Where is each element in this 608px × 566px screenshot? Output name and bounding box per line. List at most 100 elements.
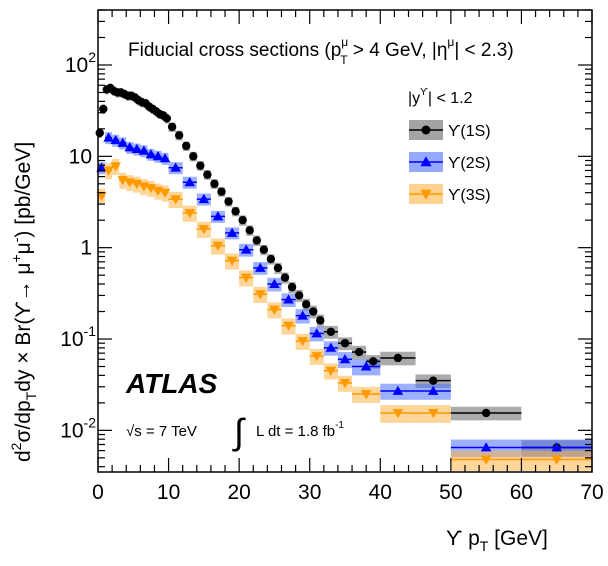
data-point-3s: [339, 379, 351, 389]
data-point-2s: [226, 227, 238, 237]
y-tick-label-base: 10: [69, 145, 92, 168]
data-point-1s: [224, 197, 233, 206]
data-point-1s: [99, 104, 108, 114]
data-point-2s: [311, 328, 323, 338]
data-point-2s: [551, 442, 562, 452]
data-point-1s: [354, 347, 364, 357]
x-tick-label: 40: [369, 481, 392, 504]
data-point-1s: [182, 141, 191, 151]
y-axis-title-part: 2: [8, 442, 24, 450]
data-point-3s: [240, 273, 252, 283]
data-point-3s: [427, 409, 439, 419]
y-axis-title-part: d: [12, 450, 35, 462]
data-point-2s: [325, 342, 337, 352]
data-point-1s: [326, 327, 336, 336]
data-point-1s: [294, 291, 304, 300]
legend-header: |yϒ| < 1.2: [408, 87, 473, 107]
data-point-1s: [189, 152, 198, 161]
data-point-2s: [124, 142, 136, 152]
legend-marker-1s: [421, 125, 431, 135]
integral-symbol: ∫: [232, 411, 246, 452]
data-point-2s: [269, 278, 280, 288]
legend-header-part: | < 1.2: [428, 90, 473, 107]
x-tick-label: 0: [92, 481, 104, 504]
title-part: > 4 GeV, |η: [348, 40, 448, 61]
data-point-3s: [297, 337, 308, 347]
data-point-3s: [184, 209, 195, 219]
data-point-1s: [393, 353, 403, 363]
data-point-2s: [480, 442, 492, 452]
data-point-1s: [369, 357, 378, 366]
data-point-1s: [266, 254, 276, 264]
y-tick-label: 1: [80, 237, 92, 260]
legend-label-2s: ϒ(2S): [448, 155, 491, 172]
x-tick-label: 30: [298, 481, 321, 504]
legend-header-part: |y: [408, 90, 420, 107]
data-point-2s: [145, 149, 157, 159]
data-point-1s: [95, 128, 104, 138]
data-point-2s: [131, 143, 143, 154]
title-part: T: [340, 53, 348, 67]
y-axis-title-part: μ: [12, 242, 35, 254]
data-point-1s: [273, 263, 283, 273]
y-tick-label-exponent: -1: [84, 323, 97, 339]
legend-label-1s: ϒ(1S): [448, 123, 491, 140]
y-axis-title-part: dy × Br(ϒ→ μ: [12, 263, 35, 392]
data-point-1s: [217, 187, 226, 196]
x-tick-label: 10: [157, 481, 180, 504]
y-tick-label-exponent: -2: [84, 414, 97, 430]
data-point-1s: [210, 179, 219, 189]
data-point-1s: [174, 131, 184, 140]
data-point-1s: [280, 273, 290, 282]
x-tick-label: 20: [227, 481, 250, 504]
data-point-3s: [170, 195, 181, 205]
luminosity-label: L dt = 1.8 fb-1: [256, 420, 344, 440]
title-part: Fiducial cross sections (p: [128, 40, 341, 61]
data-point-2s: [96, 162, 107, 172]
title-part: μ: [447, 35, 454, 49]
data-point-3s: [360, 390, 372, 400]
energy-label: √s = 7 TeV: [126, 423, 197, 440]
data-point-3s: [392, 409, 404, 419]
data-point-2s: [138, 145, 150, 155]
x-tick-label: 50: [439, 481, 462, 504]
y-tick-label-exponent: 2: [88, 49, 96, 65]
data-point-1s: [231, 207, 240, 216]
data-point-3s: [103, 166, 114, 176]
y-tick-label: 102: [65, 49, 96, 77]
energy-label-part: √s: [126, 423, 142, 440]
data-point-1s: [309, 307, 318, 316]
data-point-3s: [311, 352, 323, 362]
data-point-2s: [339, 354, 351, 364]
data-point-3s: [551, 455, 562, 465]
data-point-3s: [145, 184, 157, 194]
lumi-label-part: L dt = 1.8 fb: [256, 423, 335, 440]
data-point-2s: [198, 193, 210, 204]
y-axis-title-part: -: [8, 237, 24, 242]
lumi-label-part: -1: [335, 420, 344, 431]
y-tick-label: 10: [69, 145, 92, 168]
data-point-3s: [131, 179, 143, 190]
data-point-1s: [167, 122, 177, 132]
data-point-2s: [103, 132, 114, 142]
data-point-2s: [152, 151, 164, 161]
data-point-2s: [110, 134, 121, 145]
data-point-2s: [427, 385, 439, 395]
legend-header-part: ϒ: [420, 87, 428, 98]
data-point-1s: [340, 338, 350, 348]
data-point-1s: [287, 282, 297, 292]
data-point-1s: [245, 226, 254, 235]
data-point-3s: [159, 188, 171, 198]
data-point-3s: [198, 225, 210, 235]
data-point-2s: [240, 244, 252, 254]
y-axis-title-part: T: [23, 391, 39, 400]
data-point-1s: [301, 300, 311, 309]
x-axis-title: ϒ pT [GeV]: [446, 527, 548, 554]
x-tick-label: 70: [580, 481, 603, 504]
data-point-1s: [203, 170, 212, 179]
data-point-1s: [162, 114, 172, 123]
legend-entries: ϒ(1S) ϒ(2S) ϒ(3S): [409, 120, 491, 204]
y-tick-label: 10-1: [60, 323, 96, 351]
